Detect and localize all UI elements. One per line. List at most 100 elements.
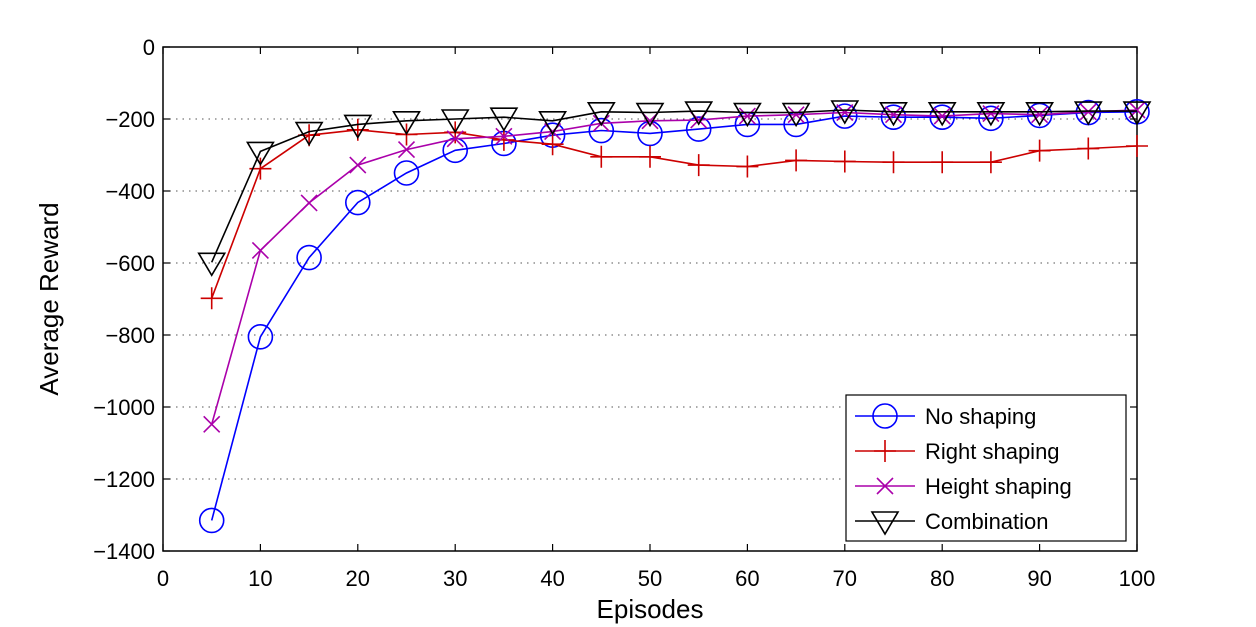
y-tick-label: −400 <box>105 179 155 204</box>
data-point-height-shaping <box>982 105 1000 123</box>
data-point-right-shaping <box>931 151 954 174</box>
data-point-combination <box>879 102 908 127</box>
series-line-height-shaping <box>210 109 1138 425</box>
data-point-combination <box>1073 101 1103 126</box>
data-point-right-shaping <box>1126 135 1148 157</box>
data-point-no-shaping <box>344 189 371 216</box>
series-line-no-shaping <box>210 111 1138 521</box>
data-point-height-shaping <box>251 241 269 259</box>
data-point-combination <box>197 252 227 277</box>
legend-label-combination: Combination <box>925 509 1049 534</box>
data-point-combination <box>830 100 860 125</box>
data-point-right-shaping <box>200 287 223 310</box>
x-tick-label: 60 <box>735 566 759 591</box>
x-tick-label: 10 <box>248 566 272 591</box>
data-point-right-shaping <box>639 145 661 168</box>
legend-marker-no-shaping <box>872 403 898 429</box>
data-point-height-shaping <box>349 156 367 174</box>
legend-item-no-shaping: No shaping <box>855 403 1036 429</box>
data-point-height-shaping <box>495 127 513 145</box>
data-point-combination <box>440 109 470 134</box>
x-tick-label: 80 <box>930 566 954 591</box>
data-point-combination <box>538 111 568 136</box>
data-point-right-shaping <box>1028 139 1051 162</box>
y-tick-label: −200 <box>105 107 155 132</box>
data-point-combination <box>392 111 421 136</box>
data-point-combination <box>245 141 275 166</box>
data-point-combination <box>343 114 373 139</box>
data-point-no-shaping <box>880 104 907 130</box>
data-point-height-shaping <box>397 141 416 159</box>
data-point-combination <box>684 101 714 126</box>
data-point-combination <box>586 102 616 127</box>
data-point-combination <box>1122 101 1152 126</box>
y-tick-label: −1400 <box>93 539 155 564</box>
data-point-right-shaping <box>979 151 1002 174</box>
legend-label-no-shaping: No shaping <box>925 404 1036 429</box>
y-axis-title: Average Reward <box>34 202 64 395</box>
data-point-height-shaping <box>203 415 221 433</box>
data-point-height-shaping <box>933 107 951 125</box>
data-point-combination <box>1025 102 1055 127</box>
data-point-no-shaping <box>198 507 225 534</box>
data-point-height-shaping <box>836 103 854 122</box>
data-point-right-shaping <box>882 151 905 174</box>
x-axis-title: Episodes <box>597 594 704 624</box>
y-tick-label: −800 <box>105 323 155 348</box>
x-tick-label: 20 <box>346 566 370 591</box>
legend-box <box>845 394 1127 542</box>
legend-label-right-shaping: Right shaping <box>925 439 1060 464</box>
data-point-combination <box>927 102 957 127</box>
data-point-no-shaping <box>588 117 615 144</box>
y-tick-label: −1000 <box>93 395 155 420</box>
series-height-shaping <box>203 101 1146 433</box>
y-tick-label: −600 <box>105 251 155 276</box>
data-point-height-shaping <box>884 106 903 124</box>
x-tick-label: 70 <box>833 566 857 591</box>
data-point-no-shaping <box>393 160 420 186</box>
data-point-height-shaping <box>1031 106 1049 124</box>
data-point-combination <box>781 102 811 128</box>
data-point-no-shaping <box>831 103 858 129</box>
x-tick-label: 40 <box>540 566 564 591</box>
series-lines <box>197 99 1152 534</box>
data-point-no-shaping <box>685 116 712 142</box>
legend-marker-combination <box>870 511 900 536</box>
data-point-right-shaping <box>541 133 564 156</box>
legend-item-height-shaping: Height shaping <box>855 474 1072 499</box>
data-point-right-shaping <box>785 149 808 172</box>
data-point-height-shaping <box>446 130 464 148</box>
data-point-no-shaping <box>247 323 274 350</box>
series-combination <box>197 100 1152 277</box>
data-point-right-shaping <box>1077 137 1100 160</box>
series-right-shaping <box>200 118 1148 310</box>
data-point-combination <box>732 102 762 128</box>
data-point-no-shaping <box>978 105 1004 132</box>
data-point-right-shaping <box>736 155 759 178</box>
data-point-height-shaping <box>787 106 805 124</box>
legend-marker-right-shaping <box>874 440 896 462</box>
y-tick-label: −1200 <box>93 467 155 492</box>
data-point-no-shaping <box>929 104 956 130</box>
data-point-right-shaping <box>492 128 515 151</box>
legend-item-right-shaping: Right shaping <box>855 439 1060 464</box>
data-point-right-shaping <box>590 145 613 168</box>
data-point-combination <box>489 107 519 132</box>
legend-marker-height-shaping <box>876 477 894 495</box>
data-point-height-shaping <box>738 107 756 125</box>
data-point-right-shaping <box>687 154 710 177</box>
data-point-no-shaping <box>296 244 322 271</box>
x-tick-label: 0 <box>157 566 169 591</box>
x-tick-label: 90 <box>1027 566 1051 591</box>
data-point-combination <box>294 121 324 147</box>
data-point-combination <box>635 102 665 128</box>
x-tick-label: 100 <box>1119 566 1156 591</box>
legend-label-height-shaping: Height shaping <box>925 474 1072 499</box>
data-point-right-shaping <box>833 150 856 173</box>
legend: No shaping Right shaping Height shaping Com… <box>845 394 1127 542</box>
y-tick-label: 0 <box>143 35 155 60</box>
data-point-height-shaping <box>300 194 318 212</box>
data-point-combination <box>976 102 1006 127</box>
